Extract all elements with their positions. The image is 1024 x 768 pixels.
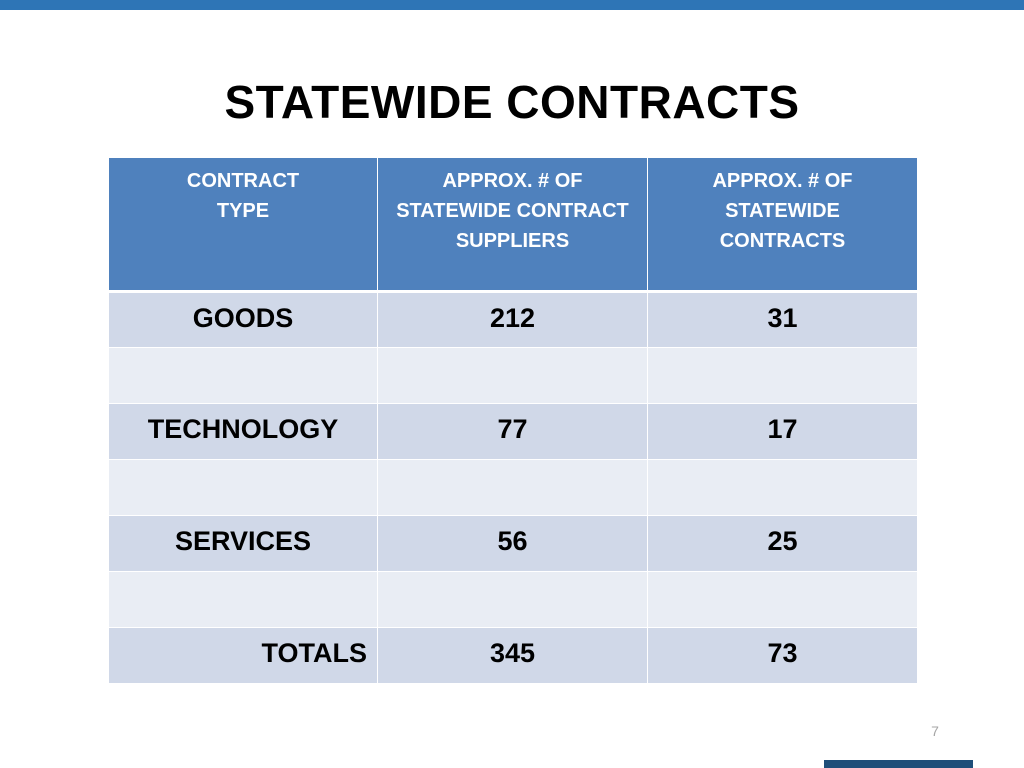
header-suppliers: APPROX. # OF STATEWIDE CONTRACT SUPPLIER… xyxy=(377,157,648,293)
cell-contracts: 17 xyxy=(647,403,918,460)
slide-title: STATEWIDE CONTRACTS xyxy=(224,76,800,128)
cell-suppliers xyxy=(377,347,648,404)
table-row-goods: GOODS 212 31 xyxy=(108,291,918,348)
cell-suppliers: 77 xyxy=(377,403,648,460)
table-row-spacer xyxy=(108,571,918,628)
cell-suppliers: 212 xyxy=(377,291,648,348)
cell-contracts: 25 xyxy=(647,515,918,572)
table-row-totals: TOTALS 345 73 xyxy=(108,627,918,684)
top-accent-bar xyxy=(0,0,1024,10)
cell-suppliers xyxy=(377,459,648,516)
cell-contracts: 31 xyxy=(647,291,918,348)
table-row-spacer xyxy=(108,459,918,516)
cell-contracts xyxy=(647,571,918,628)
bottom-accent-bar xyxy=(824,760,973,768)
table-row-technology: TECHNOLOGY 77 17 xyxy=(108,403,918,460)
cell-type xyxy=(108,459,378,516)
table-header-row: CONTRACT TYPE APPROX. # OF STATEWIDE CON… xyxy=(108,157,918,293)
cell-contracts: 73 xyxy=(647,627,918,684)
cell-contracts xyxy=(647,459,918,516)
cell-type: TOTALS xyxy=(108,627,378,684)
cell-suppliers xyxy=(377,571,648,628)
cell-type xyxy=(108,347,378,404)
cell-suppliers: 345 xyxy=(377,627,648,684)
cell-type: GOODS xyxy=(108,291,378,348)
table-row-spacer xyxy=(108,347,918,404)
cell-type: SERVICES xyxy=(108,515,378,572)
header-contracts: APPROX. # OF STATEWIDE CONTRACTS xyxy=(647,157,918,293)
cell-suppliers: 56 xyxy=(377,515,648,572)
cell-type: TECHNOLOGY xyxy=(108,403,378,460)
cell-contracts xyxy=(647,347,918,404)
page-number: 7 xyxy=(931,723,939,739)
contracts-table: CONTRACT TYPE APPROX. # OF STATEWIDE CON… xyxy=(108,157,918,684)
cell-type xyxy=(108,571,378,628)
header-contract-type: CONTRACT TYPE xyxy=(108,157,378,293)
table-row-services: SERVICES 56 25 xyxy=(108,515,918,572)
